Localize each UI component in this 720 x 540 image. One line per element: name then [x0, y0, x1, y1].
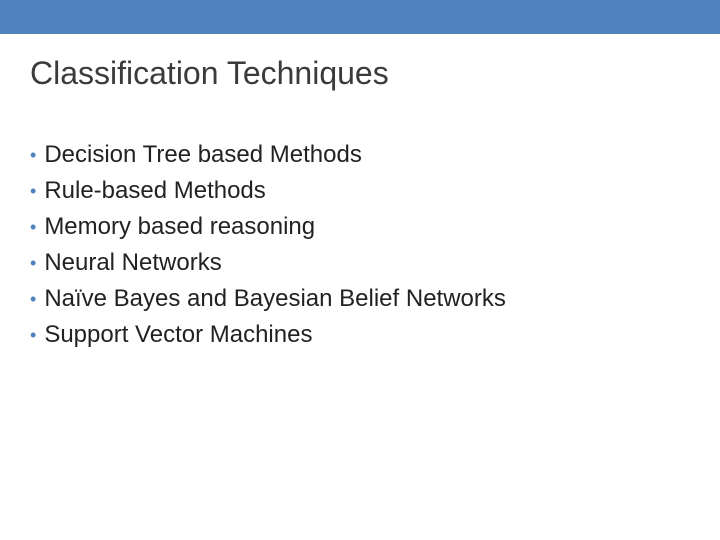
list-item: • Memory based reasoning: [30, 212, 680, 242]
bullet-icon: •: [30, 326, 36, 344]
bullet-text: Rule-based Methods: [44, 176, 265, 206]
bullet-text: Decision Tree based Methods: [44, 140, 362, 170]
slide: Classification Techniques • Decision Tre…: [0, 0, 720, 540]
top-accent-bar: [0, 0, 720, 34]
bullet-text: Memory based reasoning: [44, 212, 315, 242]
slide-title: Classification Techniques: [30, 55, 389, 92]
bullet-text: Naïve Bayes and Bayesian Belief Networks: [44, 284, 506, 314]
bullet-icon: •: [30, 182, 36, 200]
bullet-icon: •: [30, 218, 36, 236]
list-item: • Rule-based Methods: [30, 176, 680, 206]
list-item: • Support Vector Machines: [30, 320, 680, 350]
slide-body: • Decision Tree based Methods • Rule-bas…: [30, 140, 680, 356]
bullet-icon: •: [30, 290, 36, 308]
bullet-text: Support Vector Machines: [44, 320, 312, 350]
list-item: • Decision Tree based Methods: [30, 140, 680, 170]
list-item: • Naïve Bayes and Bayesian Belief Networ…: [30, 284, 680, 314]
bullet-icon: •: [30, 254, 36, 272]
bullet-icon: •: [30, 146, 36, 164]
list-item: • Neural Networks: [30, 248, 680, 278]
bullet-text: Neural Networks: [44, 248, 221, 278]
